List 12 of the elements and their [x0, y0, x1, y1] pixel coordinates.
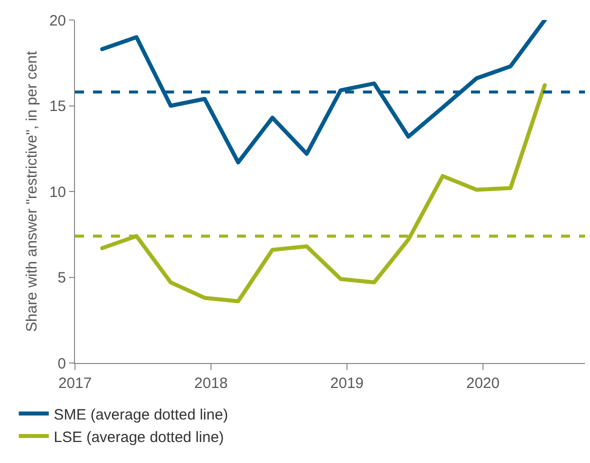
x-tick-label: 2019: [330, 375, 364, 392]
x-tick-label: 2018: [194, 375, 228, 392]
y-axis-title: Share with answer "restrictive", in per cent: [24, 50, 41, 332]
x-tick-label: 2017: [58, 375, 92, 392]
y-tick-label: 20: [49, 12, 66, 30]
y-tick-label: 0: [58, 355, 66, 372]
legend-label: SME (average dotted line): [54, 406, 228, 424]
x-tick-label: 2020: [466, 375, 500, 392]
y-tick-label: 15: [49, 98, 66, 115]
y-tick-label: 10: [49, 184, 66, 201]
legend-label: LSE (average dotted line): [54, 428, 224, 446]
y-tick-label: 5: [58, 270, 66, 286]
